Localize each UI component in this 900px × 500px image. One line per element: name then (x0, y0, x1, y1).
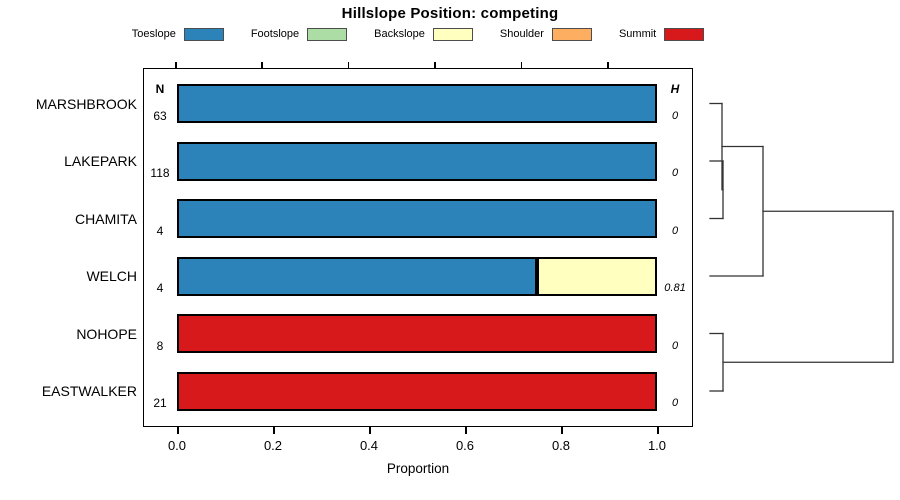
x-axis-tick-bottom (561, 427, 563, 434)
h-value-lakepark: 0 (671, 167, 679, 179)
x-axis-tick-bottom (657, 427, 659, 434)
x-axis-tick-top (607, 62, 609, 68)
legend-label: Shoulder (499, 28, 544, 40)
x-axis-tick-bottom (369, 427, 371, 434)
x-axis-tick-bottom (465, 427, 467, 434)
plot-area-border (143, 68, 693, 427)
bar-segment-marshbrook-toeslope (177, 84, 657, 123)
legend-item-toeslope: Toeslope (131, 27, 224, 41)
legend-item-footslope: Footslope (250, 27, 348, 41)
bar-segment-nohope-summit (177, 314, 657, 353)
legend-swatch-backslope (432, 27, 473, 41)
row-label-eastwalker: EASTWALKER (41, 383, 137, 399)
row-label-lakepark: LAKEPARK (64, 153, 137, 169)
bar-segment-welch-toeslope (177, 256, 537, 296)
bar-segment-welch-backslope (537, 256, 657, 296)
n-value-marshbrook: 63 (153, 108, 167, 123)
row-label-marshbrook: MARSHBROOK (35, 95, 137, 112)
legend-item-backslope: Backslope (374, 27, 473, 41)
x-axis-tick-top (520, 62, 523, 68)
row-label-nohope: NOHOPE (76, 325, 137, 342)
bar-segment-lakepark-toeslope (177, 141, 657, 181)
x-axis-tick-top (261, 62, 263, 68)
n-value-welch: 4 (156, 281, 164, 295)
legend-swatch-toeslope (183, 27, 224, 41)
dendrogram (709, 102, 894, 392)
n-value-chamita: 4 (156, 223, 164, 238)
x-axis-tick-label: 0.6 (455, 438, 475, 453)
n-value-nohope: 8 (156, 338, 164, 353)
h-value-eastwalker: 0 (671, 397, 679, 409)
x-axis-tick-top (175, 62, 177, 68)
h-value-nohope: 0 (671, 339, 679, 352)
legend-swatch-footslope (307, 27, 348, 41)
x-axis-tick-top (347, 62, 350, 68)
x-axis-tick-label: 0.4 (359, 438, 379, 453)
n-value-eastwalker: 21 (153, 396, 167, 410)
legend-label: Summit (618, 28, 657, 40)
x-axis-tick-label: 0.2 (263, 438, 283, 453)
bar-segment-eastwalker-summit (177, 371, 657, 411)
bar-segment-chamita-toeslope (177, 199, 657, 238)
x-axis-tick-label: 0.0 (167, 438, 187, 453)
x-axis-tick-bottom (177, 427, 179, 434)
n-value-lakepark: 118 (150, 166, 170, 180)
legend-label: Footslope (250, 28, 300, 40)
dendrogram-merge-marshbrook-cluster (721, 102, 724, 191)
chart-title: Hillslope Position: competing (341, 5, 559, 22)
x-axis-title: Proportion (386, 461, 450, 476)
legend-item-shoulder: Shoulder (499, 27, 592, 41)
x-axis-tick-label: 1.0 (647, 438, 667, 453)
legend-label: Toeslope (131, 28, 176, 40)
h-value-marshbrook: 0 (671, 109, 679, 122)
n-column-header: N (155, 82, 165, 96)
x-axis-tick-bottom (273, 427, 275, 434)
legend-label: Backslope (374, 28, 425, 40)
x-axis-tick-top (434, 62, 436, 68)
h-value-welch: 0.81 (664, 282, 686, 294)
legend-swatch-summit (664, 27, 705, 41)
legend: Toeslope Footslope Backslope Shoulder Summit (132, 25, 705, 43)
h-column-header: H (670, 82, 680, 96)
legend-swatch-shoulder (551, 27, 592, 41)
row-label-chamita: CHAMITA (75, 210, 137, 227)
h-value-chamita: 0 (671, 224, 679, 237)
x-axis-tick-label: 0.8 (551, 438, 571, 453)
row-label-welch: WELCH (86, 268, 137, 284)
legend-item-summit: Summit (618, 27, 705, 41)
